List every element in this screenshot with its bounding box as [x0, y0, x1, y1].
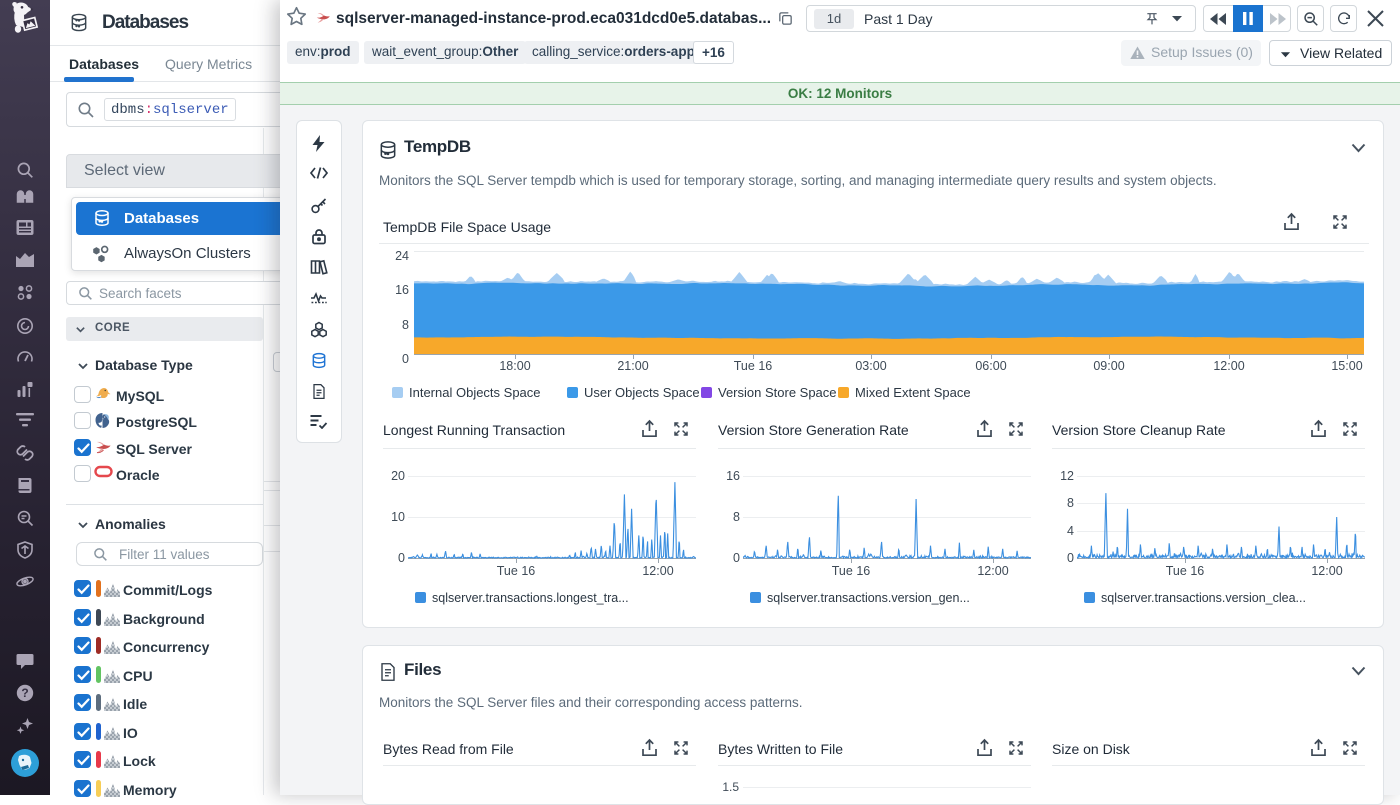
- svg-text:?: ?: [21, 686, 28, 700]
